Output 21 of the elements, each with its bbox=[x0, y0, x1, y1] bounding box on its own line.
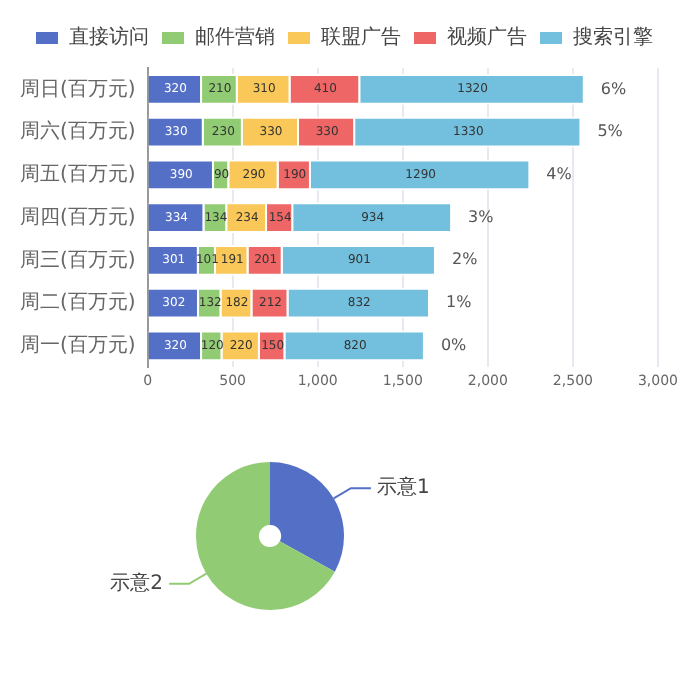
legend-label: 视频广告 bbox=[447, 25, 527, 50]
y-tick-label: 周三(百万元) bbox=[19, 249, 136, 272]
annotation: 0% bbox=[440, 335, 468, 354]
y-tick-label: 周一(百万元) bbox=[19, 335, 136, 358]
y-tick-label: 周五(百万元) bbox=[19, 164, 136, 187]
annotation: 1% bbox=[446, 293, 473, 312]
y-tick-label: 周二(百万元) bbox=[19, 292, 136, 315]
annotation: 5% bbox=[597, 122, 624, 141]
annotation: 2% bbox=[451, 250, 479, 269]
slice-label: 示意2 bbox=[110, 571, 164, 596]
y-tick-label: 周六(百万元) bbox=[19, 119, 136, 144]
slice-label: 示意1 bbox=[376, 475, 430, 500]
legend-label: 搜索引擎 bbox=[573, 25, 653, 50]
legend-label: 直接访问 bbox=[69, 25, 149, 50]
legend-label: 联盟广告 bbox=[321, 25, 401, 50]
legend-label: 邮件营销 bbox=[195, 25, 275, 50]
annotation: 6% bbox=[600, 79, 627, 98]
y-tick-label: 周四(百万元) bbox=[19, 206, 136, 229]
annotation: 3% bbox=[468, 207, 495, 226]
annotation: 4% bbox=[546, 165, 573, 184]
y-tick-label: 周日(百万元) bbox=[19, 78, 136, 101]
